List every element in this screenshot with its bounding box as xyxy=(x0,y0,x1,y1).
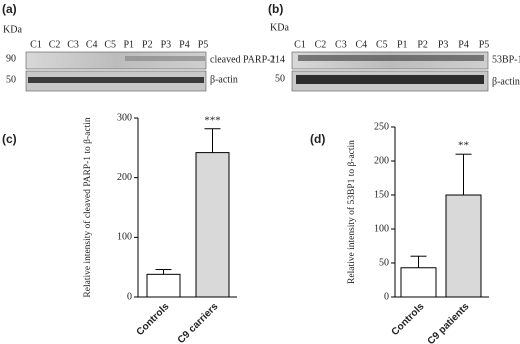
y-tick-label: 300 xyxy=(117,112,132,123)
blot-a xyxy=(25,51,207,92)
lane-label: C3 xyxy=(67,39,79,50)
x-tick-label: C9 patients xyxy=(426,301,472,344)
significance: *** xyxy=(204,114,221,126)
marker: 50 xyxy=(6,74,16,85)
lane-label: C4 xyxy=(86,39,98,50)
y-axis-label: Relative intensity of cleaved PARP-1 to … xyxy=(82,117,93,297)
bar xyxy=(445,194,482,298)
lane-label: P5 xyxy=(198,39,209,50)
panel-label: (d) xyxy=(310,132,325,146)
x-tick-label: C9 carriers xyxy=(176,301,221,344)
bar xyxy=(400,267,437,298)
lane-label: P4 xyxy=(179,39,190,50)
panel-label: (b) xyxy=(268,2,283,16)
lane-label: C2 xyxy=(315,39,327,50)
lane-label: C2 xyxy=(49,39,61,50)
lane-label: C5 xyxy=(104,39,116,50)
y-tick-label: 50 xyxy=(379,257,389,268)
lane-label: C5 xyxy=(376,39,388,50)
x-tick-label: Controls xyxy=(135,301,172,338)
marker: 90 xyxy=(6,53,16,64)
blot-b xyxy=(291,51,489,92)
significance: ** xyxy=(458,140,469,152)
lane-label: P3 xyxy=(161,39,172,50)
bar xyxy=(195,152,230,298)
y-axis-label: Relative intensity of 53BP1 to β-actin xyxy=(346,140,357,284)
y-tick-label: 200 xyxy=(374,155,389,166)
y-tick-label: 150 xyxy=(374,189,389,200)
band-label: 53BP-1 xyxy=(492,54,520,65)
panel-label: (a) xyxy=(2,2,17,16)
marker: 50 xyxy=(275,73,285,84)
lane-label: C1 xyxy=(30,39,42,50)
band-label: cleaved PARP-1 xyxy=(210,54,275,65)
y-tick-label: 100 xyxy=(374,223,389,234)
unit-label: KDa xyxy=(270,22,289,33)
lane-label: P2 xyxy=(417,39,428,50)
y-tick-label: 0 xyxy=(127,291,132,302)
y-tick-label: 250 xyxy=(374,121,389,132)
lane-label: P2 xyxy=(142,39,153,50)
lane-label: C4 xyxy=(355,39,367,50)
lane-label: C1 xyxy=(294,39,306,50)
y-tick-label: 100 xyxy=(117,232,132,243)
band-label: β-actin xyxy=(210,74,238,85)
lane-label: P4 xyxy=(458,39,469,50)
x-tick-label: Controls xyxy=(390,301,427,338)
bar xyxy=(146,273,181,298)
y-tick-label: 200 xyxy=(117,172,132,183)
lane-label: C3 xyxy=(335,39,347,50)
lane-label: P3 xyxy=(438,39,449,50)
marker: 214 xyxy=(270,54,285,65)
y-tick-label: 0 xyxy=(384,291,389,302)
lane-label: P1 xyxy=(123,39,134,50)
lane-label: P5 xyxy=(479,39,490,50)
lane-label: P1 xyxy=(397,39,408,50)
panel-label: (c) xyxy=(2,132,17,146)
band-label: β-actin xyxy=(492,76,520,87)
unit-label: KDa xyxy=(3,24,22,35)
